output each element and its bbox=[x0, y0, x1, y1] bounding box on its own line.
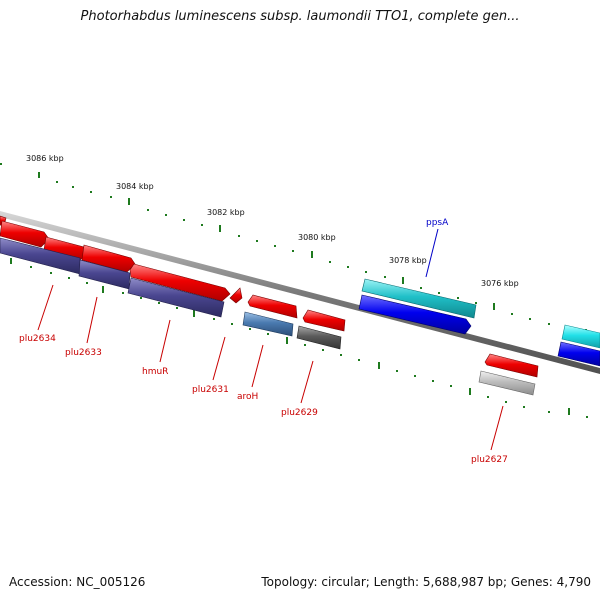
scale-label-3086: 3086 kbp bbox=[26, 154, 64, 163]
gene-label-plu2629: plu2629 bbox=[281, 408, 318, 418]
scale-label-3078: 3078 kbp bbox=[389, 256, 427, 265]
scale-label-3076: 3076 kbp bbox=[481, 279, 519, 288]
gene-cds-5 bbox=[129, 263, 231, 302]
forward-strand-genes bbox=[0, 215, 539, 378]
gene-cds-9 bbox=[484, 353, 539, 378]
gene-cds-8 bbox=[302, 309, 346, 332]
gene-gray-dark bbox=[296, 325, 342, 350]
map-title: Photorhabdus luminescens subsp. laumondi… bbox=[80, 9, 520, 24]
gene-cyan-edge bbox=[561, 324, 600, 349]
gene-cyan-ppsA bbox=[361, 278, 477, 319]
scale-label-3082: 3082 kbp bbox=[207, 208, 245, 217]
gene-cds-7 bbox=[247, 294, 298, 319]
gene-blue-edge bbox=[557, 341, 600, 367]
gene-label-plu2631: plu2631 bbox=[192, 385, 229, 395]
gene-label-hmuR: hmuR bbox=[142, 367, 168, 377]
gene-label-ppsA: ppsA bbox=[426, 218, 449, 228]
gene-blue-ppsA bbox=[358, 294, 472, 335]
label-leader-lines bbox=[37, 228, 504, 451]
gene-label-plu2634: plu2634 bbox=[19, 334, 56, 344]
reverse-strand-genes bbox=[0, 237, 600, 396]
topology-summary: Topology: circular; Length: 5,688,987 bp… bbox=[261, 575, 591, 589]
gene-label-plu2627: plu2627 bbox=[471, 455, 508, 465]
gene-cds-6 bbox=[229, 287, 243, 304]
accession-text: Accession: NC_005126 bbox=[9, 575, 146, 589]
scale-label-3080: 3080 kbp bbox=[298, 233, 336, 242]
inner-tick-ring bbox=[10, 258, 588, 418]
gene-label-aroH: aroH bbox=[237, 392, 258, 402]
gene-gray-light bbox=[478, 370, 536, 396]
gene-steel bbox=[242, 311, 294, 337]
genome-backbone bbox=[0, 211, 600, 374]
gene-purple-3 bbox=[127, 277, 225, 318]
gene-label-plu2633: plu2633 bbox=[65, 348, 102, 358]
scale-label-3084: 3084 kbp bbox=[116, 182, 154, 191]
